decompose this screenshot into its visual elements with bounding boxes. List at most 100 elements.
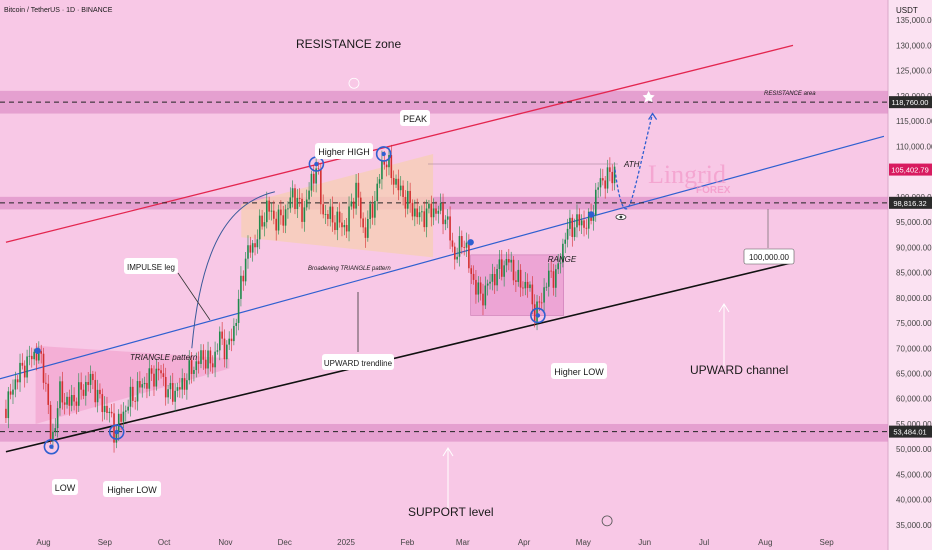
higher-low-2-circle-dot — [535, 313, 541, 318]
candle-body — [273, 210, 275, 219]
candle-body — [233, 325, 235, 342]
candle-body — [124, 410, 127, 412]
candle-body — [489, 281, 491, 284]
price-tags: 118,760.00 105,402.79 98,816.32 53,484.01 — [889, 96, 932, 438]
candle-body — [115, 431, 118, 443]
label-higher-high: Higher HIGH — [318, 147, 370, 157]
low-callout: LOW — [52, 479, 78, 495]
candle-body — [533, 304, 536, 322]
candle-body — [47, 383, 50, 405]
candle-body — [414, 208, 416, 217]
candle-body — [538, 301, 541, 303]
candle-body — [209, 350, 212, 364]
candle-body — [101, 394, 104, 413]
candle-body — [411, 202, 414, 217]
label-support-level: SUPPORT level — [408, 505, 494, 519]
candle-body — [89, 373, 92, 385]
y-tick-label: 40,000.00 — [896, 496, 932, 505]
candle-body — [33, 351, 35, 360]
label-higher-low-2: Higher LOW — [554, 367, 604, 377]
candle-body — [418, 212, 421, 218]
candle-body — [392, 178, 395, 185]
candle-body — [602, 178, 604, 181]
candle-body — [435, 208, 437, 214]
y-tick-label: 80,000.00 — [896, 294, 932, 303]
candle-body — [329, 206, 332, 219]
candle-body — [108, 411, 111, 413]
label-broadening: Broadening TRIANGLE pattern — [308, 266, 391, 272]
channel-arrow — [718, 303, 730, 366]
candle-body — [402, 185, 404, 197]
candle-body — [310, 173, 313, 191]
label-range: RANGE — [548, 255, 577, 264]
higher-low-2-callout: Higher LOW — [551, 363, 607, 379]
touch-point — [588, 211, 595, 218]
candle-body — [526, 281, 529, 289]
candle-body — [364, 227, 367, 238]
y-tick-label: 110,000.00 — [896, 142, 932, 151]
candle-body — [99, 389, 101, 395]
candle-body — [148, 368, 151, 389]
candle-body — [49, 404, 52, 440]
candle-body — [338, 211, 341, 223]
candle-body — [197, 361, 200, 364]
candle-body — [275, 218, 277, 231]
candle-body — [362, 218, 364, 228]
price-tag-box — [889, 425, 932, 438]
candle-body — [390, 155, 393, 179]
candle-body — [463, 247, 465, 248]
label-upward-channel: UPWARD channel — [690, 363, 788, 377]
low-box — [52, 479, 78, 495]
higher-low-1-callout: Higher LOW — [103, 481, 161, 497]
candle-body — [604, 180, 606, 189]
candle-body — [592, 215, 595, 221]
trend-lines-layer — [0, 44, 888, 453]
candle-body — [397, 178, 400, 191]
higher-high-circle-dot — [314, 161, 319, 167]
eye-pupil-icon — [619, 215, 623, 219]
candle-body — [66, 396, 68, 405]
candle-body — [77, 382, 80, 406]
candle-body — [12, 389, 14, 395]
candle-body — [576, 214, 578, 228]
price-tag-box — [889, 163, 932, 176]
candle-body — [555, 269, 557, 288]
candle-body — [249, 245, 252, 253]
candle-body — [331, 206, 334, 223]
candle-body — [247, 245, 249, 259]
candle-body — [96, 389, 99, 403]
candle-body — [28, 355, 31, 357]
candle-body — [472, 273, 475, 280]
candle-body — [68, 396, 71, 406]
price-tag-label: 105,402.79 — [891, 166, 929, 175]
candle-body — [277, 209, 280, 231]
candle-body — [613, 166, 616, 184]
candle-body — [256, 239, 259, 248]
candle-body — [517, 269, 520, 282]
candle-body — [75, 401, 78, 406]
candle-body — [320, 169, 322, 205]
candle-body — [543, 287, 545, 303]
x-tick-label: Jun — [638, 538, 651, 547]
candle-body — [566, 228, 569, 240]
candle-body — [322, 204, 324, 215]
impulse-callout: IMPULSE leg — [124, 258, 211, 321]
candle-body — [515, 280, 517, 282]
candles-layer — [5, 144, 616, 453]
candle-body — [557, 263, 559, 270]
candle-body — [442, 202, 444, 225]
candle-body — [21, 362, 24, 366]
x-tick-label: 2025 — [337, 538, 355, 547]
y-tick-label: 85,000.00 — [896, 269, 932, 278]
candle-body — [449, 216, 451, 241]
x-tick-label: May — [576, 538, 591, 547]
candle-body — [611, 171, 614, 184]
candle-body — [428, 203, 430, 209]
x-tick-label: Sep — [819, 538, 834, 547]
candle-body — [155, 368, 158, 387]
impulse-pointer — [177, 272, 211, 321]
touch-point — [34, 347, 41, 354]
candle-body — [503, 265, 505, 277]
candle-body — [357, 182, 360, 198]
x-tick-label: Feb — [400, 538, 414, 547]
